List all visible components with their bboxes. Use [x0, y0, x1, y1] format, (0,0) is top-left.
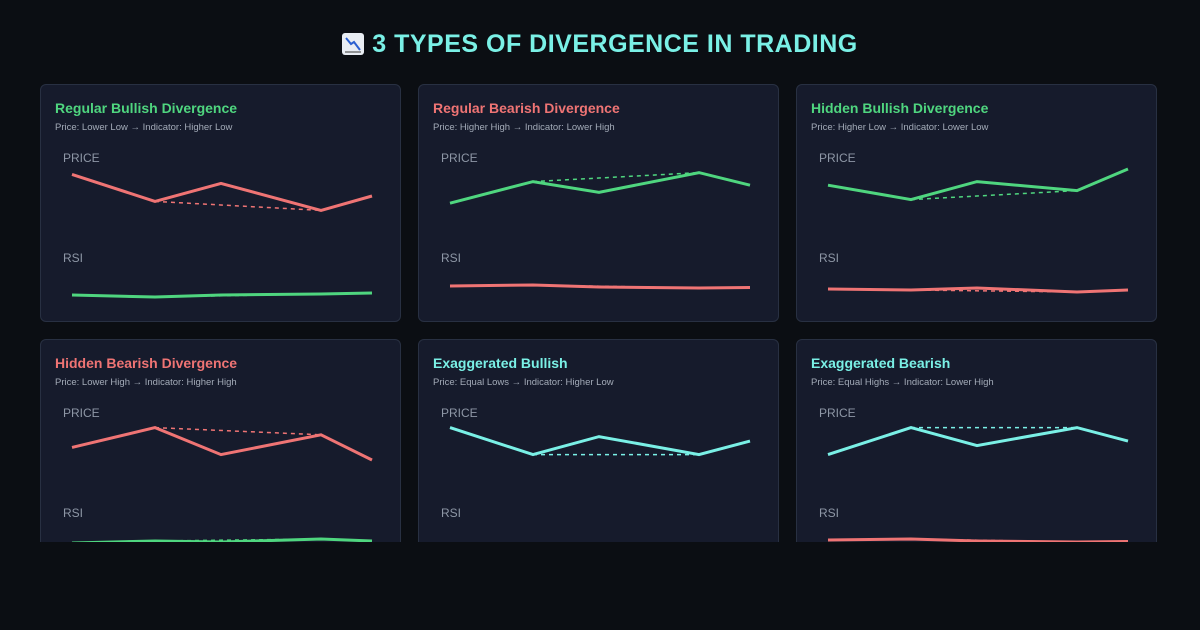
rsi-divergence-trendline — [532, 284, 700, 289]
rsi-label: RSI — [441, 251, 462, 265]
price-label: PRICE — [63, 151, 100, 165]
divergence-chart — [827, 167, 1129, 294]
rsi-divergence-trendline — [910, 289, 1078, 293]
page-title-text: 3 TYPES OF DIVERGENCE IN TRADING — [372, 30, 858, 58]
card-title: Exaggerated Bearish — [811, 355, 951, 371]
rsi-label: RSI — [441, 506, 462, 520]
rsi-label: RSI — [819, 251, 840, 265]
divergence-card-exaggerated-bearish: Exaggerated Bearish Price: Equal Highs →… — [796, 339, 1157, 542]
rsi-line — [449, 283, 751, 290]
page-title: 3 TYPES OF DIVERGENCE IN TRADING — [0, 30, 1200, 59]
divergence-card-regular-bearish: Regular Bearish Divergence Price: Higher… — [418, 84, 779, 322]
rsi-divergence-trendline — [910, 538, 1078, 542]
price-label: PRICE — [441, 151, 478, 165]
divergence-chart — [449, 426, 751, 457]
rsi-line — [71, 537, 373, 542]
price-line — [449, 171, 751, 205]
rsi-label: RSI — [63, 251, 84, 265]
card-subtitle: Price: Lower Low → Indicator: Higher Low — [55, 122, 233, 133]
divergence-chart — [827, 426, 1129, 542]
cards-grid: Regular Bullish Divergence Price: Lower … — [40, 84, 1160, 542]
price-label: PRICE — [819, 406, 856, 420]
chart-decreasing-icon — [342, 33, 365, 55]
rsi-line — [827, 286, 1129, 294]
price-divergence-trendline — [154, 200, 322, 212]
price-line — [449, 426, 751, 457]
card-title: Regular Bullish Divergence — [55, 100, 238, 116]
rsi-line — [71, 291, 373, 299]
price-divergence-trendline — [910, 189, 1078, 201]
card-subtitle: Price: Lower High → Indicator: Higher Hi… — [55, 377, 237, 388]
price-label: PRICE — [63, 406, 100, 420]
divergence-card-hidden-bullish: Hidden Bullish Divergence Price: Higher … — [796, 84, 1157, 322]
rsi-label: RSI — [819, 506, 840, 520]
card-subtitle: Price: Equal Lows → Indicator: Higher Lo… — [433, 377, 614, 388]
price-line — [827, 167, 1129, 202]
card-title: Exaggerated Bullish — [433, 355, 568, 371]
price-line — [71, 426, 373, 462]
divergence-card-regular-bullish: Regular Bullish Divergence Price: Lower … — [40, 84, 401, 322]
card-subtitle: Price: Higher Low → Indicator: Lower Low — [811, 122, 989, 133]
card-title: Regular Bearish Divergence — [433, 100, 620, 116]
card-subtitle: Price: Equal Highs → Indicator: Lower Hi… — [811, 377, 994, 388]
divergence-chart — [71, 426, 373, 542]
divergence-card-exaggerated-bullish: Exaggerated Bullish Price: Equal Lows → … — [418, 339, 779, 542]
price-line — [827, 426, 1129, 457]
price-line — [71, 172, 373, 212]
card-subtitle: Price: Higher High → Indicator: Lower Hi… — [433, 122, 615, 133]
price-label: PRICE — [819, 151, 856, 165]
divergence-card-hidden-bearish: Hidden Bearish Divergence Price: Lower H… — [40, 339, 401, 542]
divergence-chart — [71, 172, 373, 299]
card-title: Hidden Bullish Divergence — [811, 100, 989, 116]
price-divergence-trendline — [532, 171, 700, 183]
divergence-chart — [449, 171, 751, 290]
card-title: Hidden Bearish Divergence — [55, 355, 238, 371]
rsi-divergence-trendline — [154, 293, 322, 298]
rsi-label: RSI — [63, 506, 84, 520]
rsi-divergence-trendline — [154, 538, 322, 542]
price-divergence-trendline — [154, 426, 322, 436]
rsi-line — [827, 537, 1129, 542]
price-label: PRICE — [441, 406, 478, 420]
